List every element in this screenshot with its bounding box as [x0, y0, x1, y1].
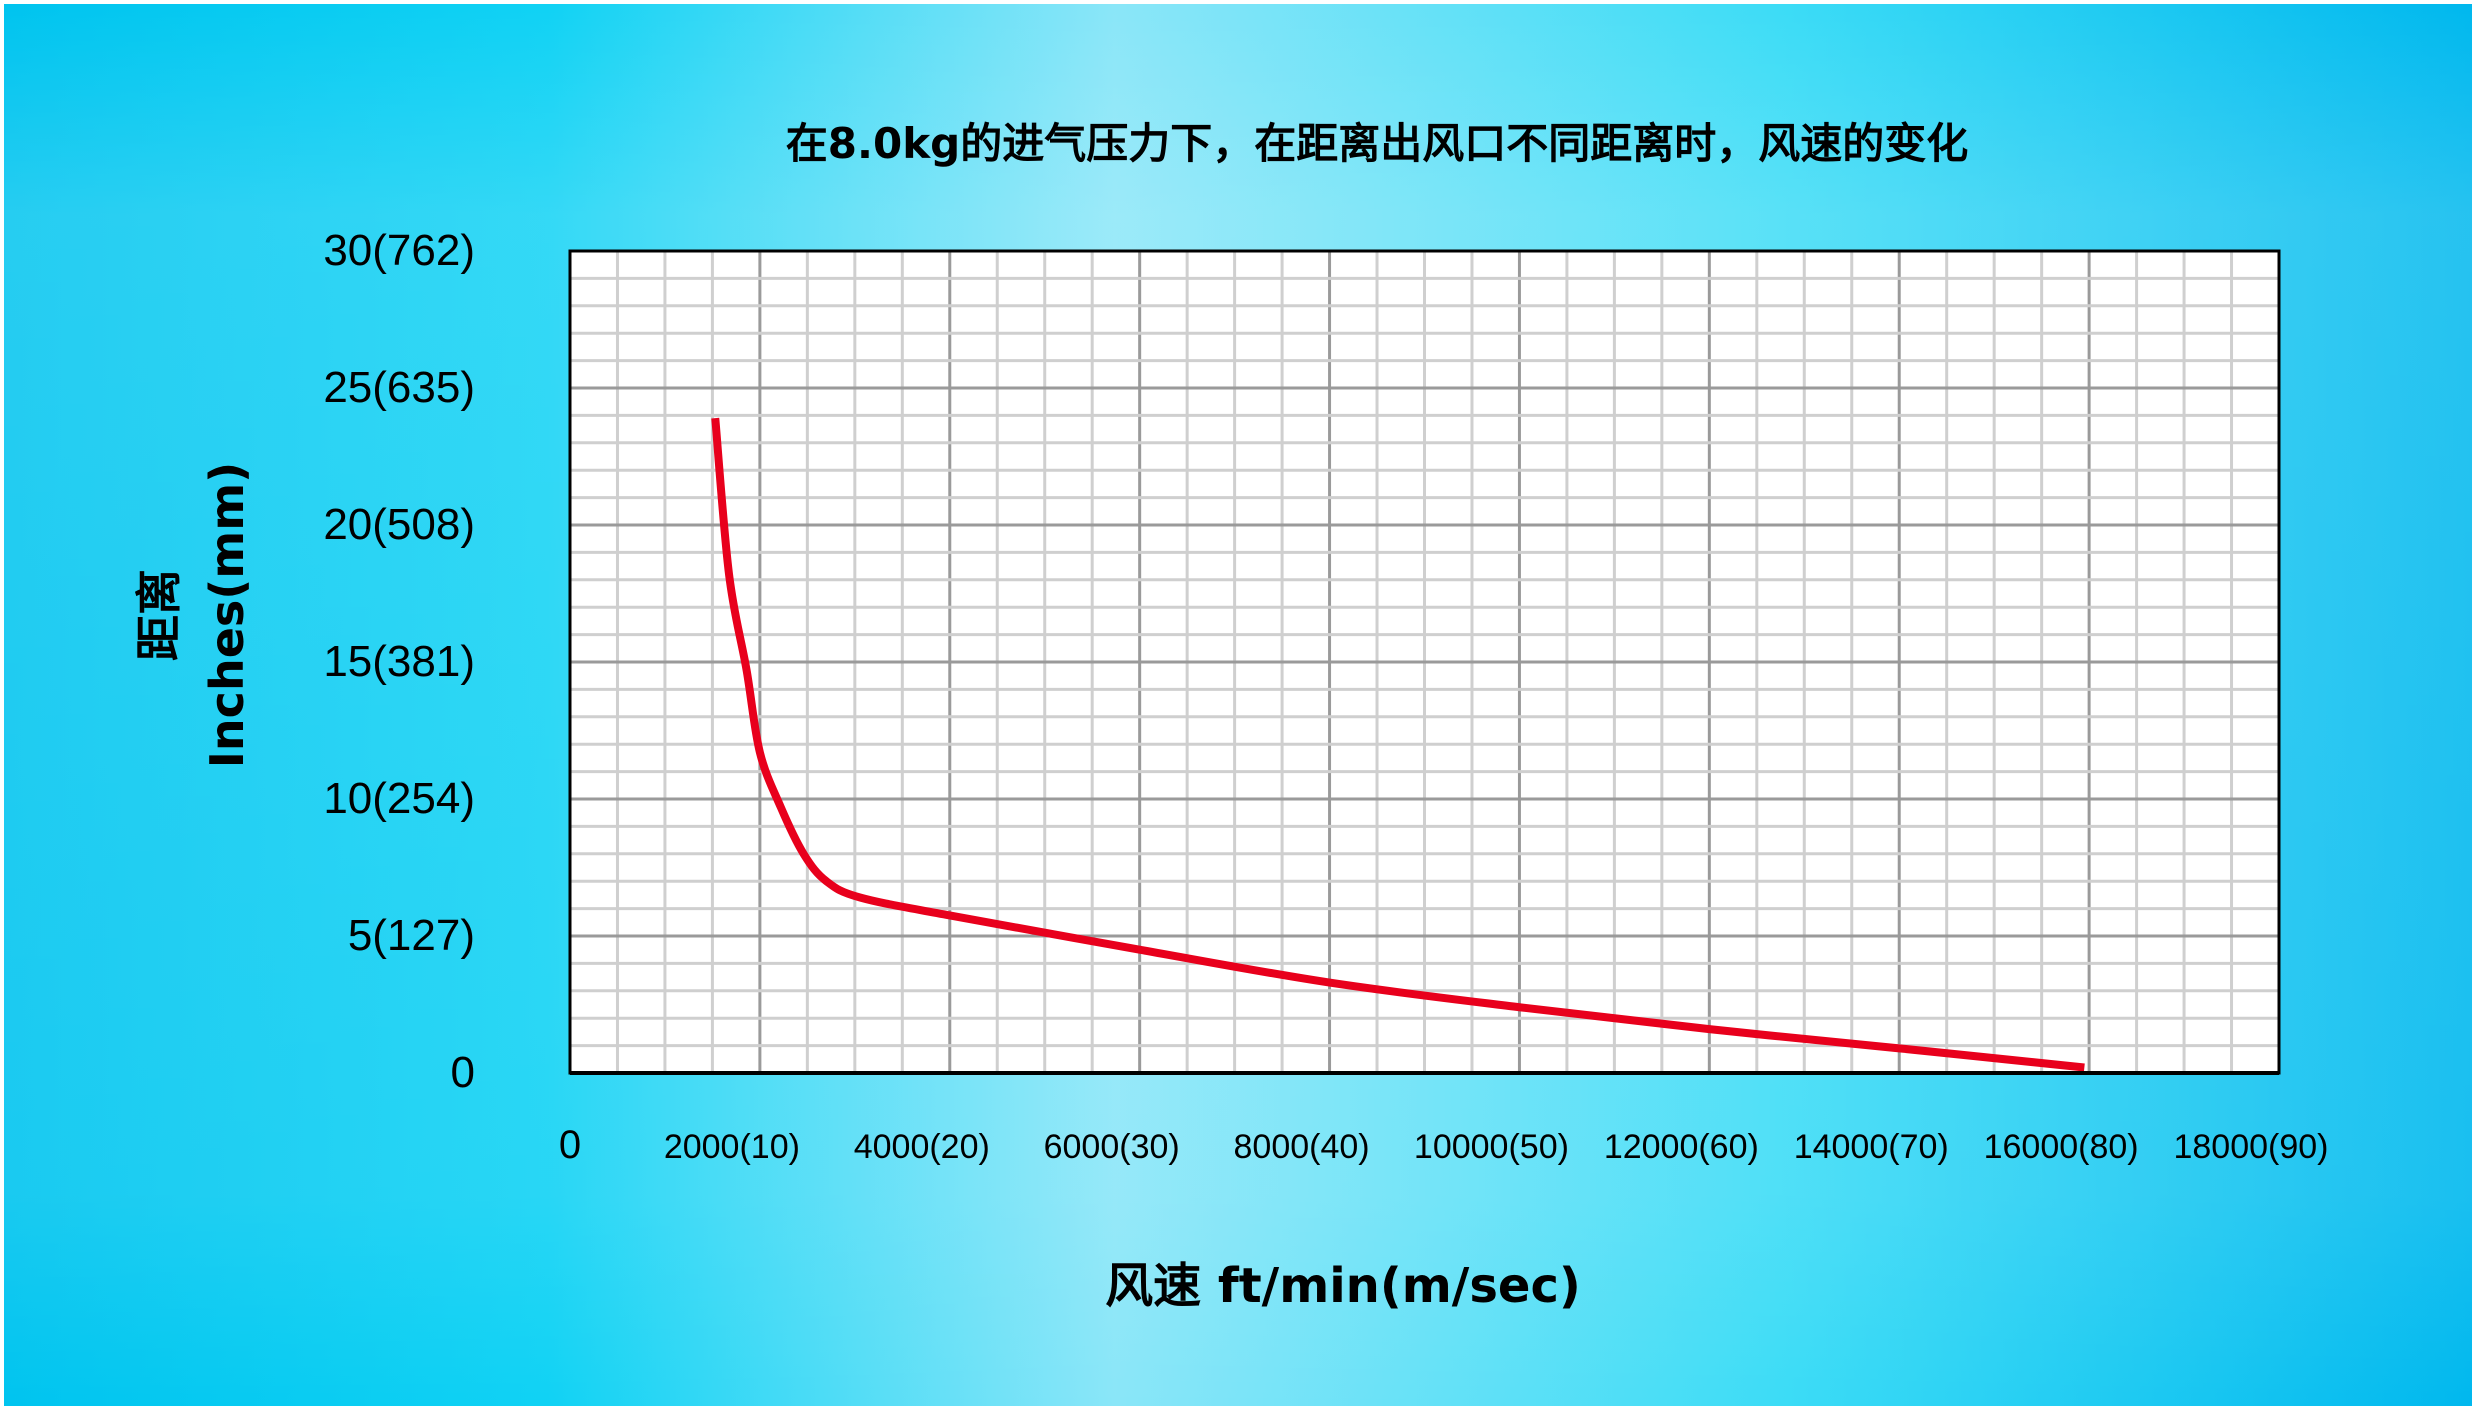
y-tick-label: 0 [451, 1048, 475, 1097]
y-tick-label: 5(127) [348, 911, 475, 960]
x-axis-label: 风速 ft/min(m/sec) [1105, 1258, 1581, 1314]
y-tick-label: 30(762) [323, 226, 475, 275]
x-tick-labels: 0 2000(10) 4000(20) 6000(30) 8000(40) 10000(5… [559, 1123, 2329, 1167]
x-tick-label: 0 [559, 1123, 581, 1167]
x-tick-label: 16000(80) [1984, 1128, 2139, 1166]
y-tick-label: 15(381) [323, 637, 475, 686]
y-tick-labels: 0 5(127) 10(254) 15(381) 20(508) 25(635) 30(76… [323, 226, 475, 1097]
y-axis-label-line1: 距离 [132, 569, 186, 661]
y-axis-label-line2: Inches(mm) [200, 462, 254, 768]
x-tick-label: 4000(20) [854, 1128, 990, 1166]
y-axis-label: 距离 Inches(mm) [132, 462, 254, 768]
x-tick-label: 18000(90) [2173, 1128, 2328, 1166]
x-tick-label: 8000(40) [1234, 1128, 1370, 1166]
y-tick-label: 10(254) [323, 774, 475, 823]
x-tick-label: 12000(60) [1604, 1128, 1759, 1166]
x-tick-label: 10000(50) [1414, 1128, 1569, 1166]
y-tick-label: 25(635) [323, 363, 475, 412]
x-tick-label: 6000(30) [1044, 1128, 1180, 1166]
series-line [711, 417, 2085, 1072]
chart-title: 在8.0kg的进气压力下，在距离出风口不同距离时，风速的变化 [786, 119, 1968, 168]
y-tick-label: 20(508) [323, 500, 475, 549]
x-tick-label: 2000(10) [664, 1128, 800, 1166]
x-tick-label: 14000(70) [1794, 1128, 1949, 1166]
